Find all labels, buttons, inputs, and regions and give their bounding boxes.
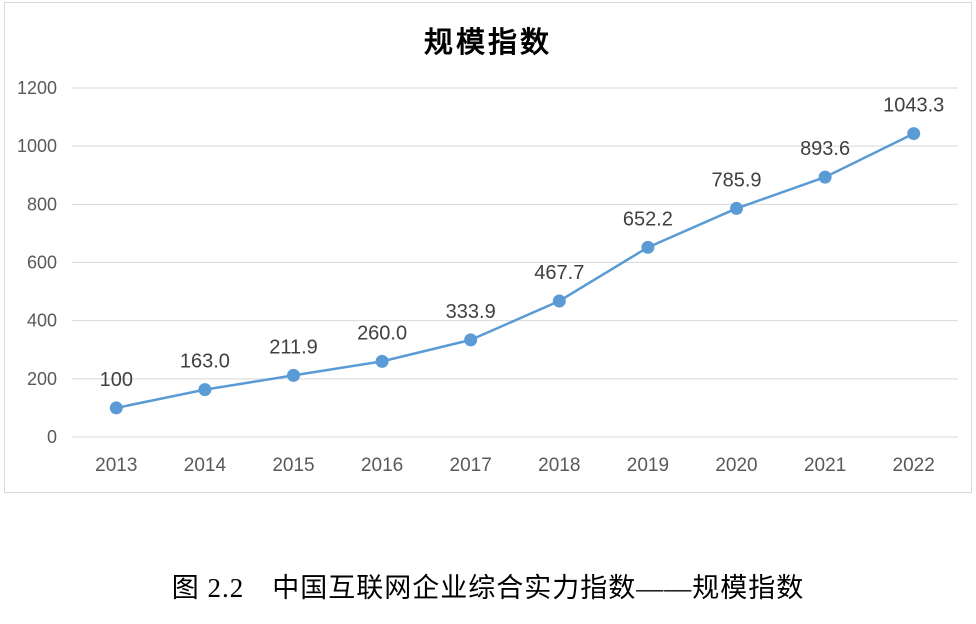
data-label: 211.9: [269, 336, 318, 358]
data-point-marker: [907, 127, 921, 141]
y-tick-label: 0: [47, 427, 57, 447]
y-tick-label: 600: [27, 253, 57, 273]
y-tick-label: 400: [27, 311, 57, 331]
figure-caption: 图 2.2 中国互联网企业综合实力指数——规模指数: [171, 573, 805, 603]
chart-frame: 规模指数 0 200 400 600 800 1000 1200 2013 2014 2015 20…: [4, 2, 972, 493]
y-tick-label: 1200: [17, 78, 57, 98]
data-point-marker: [730, 201, 743, 215]
data-label: 893.6: [800, 138, 850, 160]
chart-title: 规模指数: [423, 27, 552, 59]
data-point-marker: [198, 383, 212, 397]
x-tick-label: 2015: [272, 455, 314, 476]
x-tick-label: 2019: [627, 455, 669, 476]
x-tick-label: 2022: [893, 455, 935, 476]
data-label: 260.0: [357, 322, 407, 344]
y-tick-label: 200: [27, 369, 57, 389]
data-label: 100: [100, 369, 133, 391]
data-point-marker: [552, 294, 566, 308]
data-point-marker: [641, 240, 655, 254]
x-tick-label: 2016: [361, 455, 403, 476]
y-tick-label: 1000: [17, 136, 57, 156]
x-tick-label: 2021: [804, 455, 846, 476]
x-tick-label: 2014: [184, 455, 227, 476]
series-line: [116, 132, 915, 410]
data-label: 1043.3: [883, 95, 944, 117]
y-tick-label: 800: [27, 194, 57, 214]
data-point-marker: [287, 368, 300, 382]
x-tick-label: 2013: [95, 455, 137, 476]
data-label: 652.2: [623, 208, 673, 230]
data-label: 163.0: [180, 351, 230, 373]
x-tick-label: 2020: [715, 455, 757, 476]
data-point-marker: [375, 354, 389, 368]
data-label: 785.9: [711, 169, 761, 191]
data-point-marker: [818, 170, 832, 184]
line-chart-plot: 0 200 400 600 800 1000 1200 2013 2014 2015 2016 201…: [17, 78, 958, 476]
data-label: 333.9: [446, 301, 496, 323]
data-label: 467.7: [534, 262, 584, 284]
x-tick-label: 2017: [450, 455, 492, 476]
data-point-marker: [464, 333, 478, 347]
x-tick-label: 2018: [538, 455, 580, 476]
data-point-marker: [109, 401, 123, 415]
